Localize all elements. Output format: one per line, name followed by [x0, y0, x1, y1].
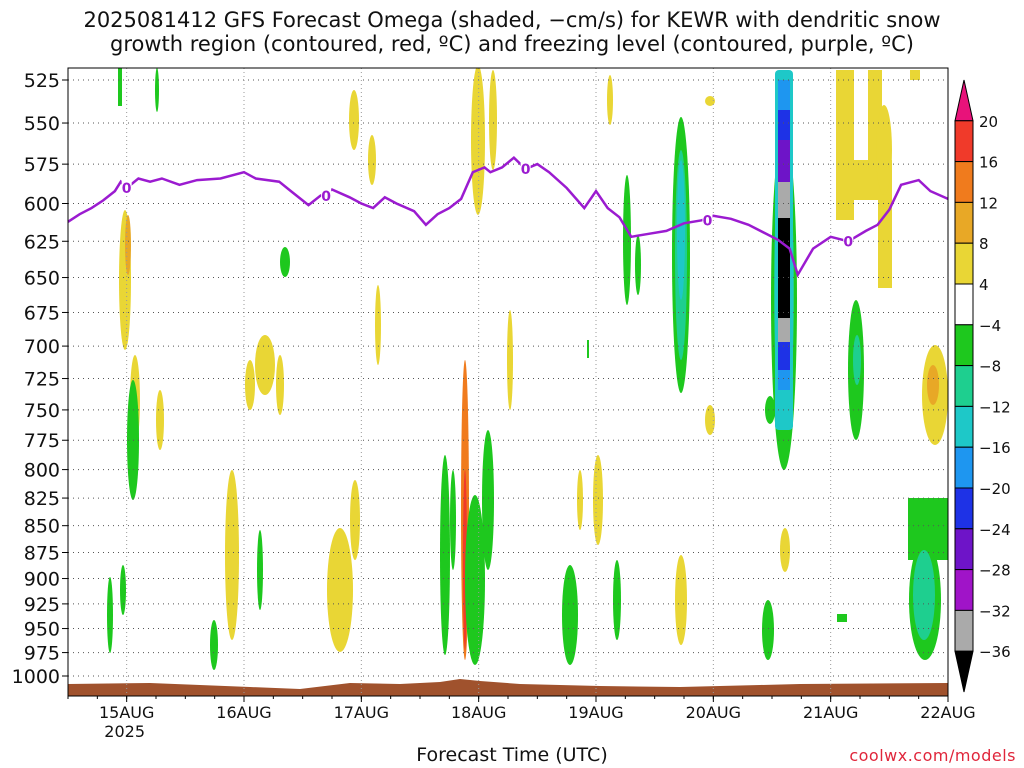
x-tick-label: 15AUG — [99, 703, 154, 722]
colorbar-segment — [954, 569, 974, 611]
freezing-level-label-bg — [843, 233, 854, 248]
freezing-level-label: 0 — [703, 213, 713, 229]
y-tick-label: 725 — [24, 369, 60, 391]
omega-strong-positive — [125, 215, 939, 660]
freezing-level-label-bg — [702, 212, 713, 227]
colorbar-segment — [954, 242, 974, 285]
colorbar-label: 20 — [979, 113, 998, 131]
x-tick-label: 20AUG — [686, 703, 741, 722]
y-tick-label: 1000 — [12, 666, 60, 688]
y-tick-label: 650 — [24, 268, 60, 290]
colorbar-segment — [954, 446, 974, 489]
x-tick-label: 16AUG — [216, 703, 271, 722]
colorbar-label: −20 — [979, 480, 1011, 498]
y-tick-label: 675 — [24, 302, 60, 324]
x-tick-sublabel: 2025 — [104, 722, 145, 741]
colorbar-label: −16 — [979, 439, 1011, 457]
x-tick-label: 19AUG — [568, 703, 623, 722]
y-tick-label: 875 — [24, 542, 60, 564]
y-axis: 525 550 575 600 625 650 675 700 725 750 775 800 825 8… — [12, 70, 68, 688]
colorbar-segment — [954, 609, 974, 652]
colorbar-segment — [954, 201, 974, 244]
y-tick-label: 800 — [24, 460, 60, 482]
colorbar-label: −4 — [979, 317, 1001, 335]
colorbar-label: 8 — [979, 235, 989, 253]
colorbar-label: −32 — [979, 602, 1011, 620]
omega-moderate-negative — [675, 150, 935, 640]
colorbar-label: −12 — [979, 398, 1011, 416]
omega-positive-regions — [119, 68, 948, 652]
colorbar-segment — [954, 283, 974, 326]
x-axis-label: Forecast Time (UTC) — [416, 744, 608, 766]
colorbar-segment — [954, 487, 974, 530]
colorbar-segment — [954, 528, 974, 571]
credit-link[interactable]: coolwx.com/models — [849, 746, 1016, 765]
y-tick-label: 775 — [24, 430, 60, 452]
y-tick-label: 550 — [24, 113, 60, 135]
x-tick-label: 22AUG — [920, 703, 975, 722]
freezing-level-contour: 0 0 0 0 0 — [67, 156, 949, 278]
colorbar-label: −8 — [979, 358, 1001, 376]
colorbar-label: −24 — [979, 521, 1011, 539]
colorbar-segment — [954, 161, 974, 203]
x-tick-label: 18AUG — [451, 703, 506, 722]
colorbar: 20 16 12 8 4 −4 −8 −12 −16 −20 −24 −28 −32 −36 — [954, 79, 1011, 693]
colorbar-label: −28 — [979, 562, 1011, 580]
colorbar-segment — [954, 365, 974, 407]
colorbar-segment — [954, 324, 974, 367]
y-tick-label: 750 — [24, 400, 60, 422]
freezing-level-label: 0 — [521, 162, 531, 178]
colorbar-segment — [954, 650, 974, 693]
colorbar-segment — [954, 79, 974, 122]
y-tick-label: 825 — [24, 488, 60, 510]
omega-shading — [68, 68, 948, 696]
y-tick-label: 625 — [24, 231, 60, 253]
colorbar-label: 12 — [979, 194, 998, 212]
y-tick-label: 950 — [24, 619, 60, 641]
y-tick-label: 975 — [24, 643, 60, 665]
freezing-level-label: 0 — [122, 181, 132, 197]
colorbar-segment — [954, 405, 974, 448]
y-tick-label: 925 — [24, 594, 60, 616]
y-tick-label: 525 — [24, 70, 60, 92]
freezing-level-label: 0 — [321, 189, 331, 205]
y-tick-label: 575 — [24, 154, 60, 176]
freezing-level-label-bg — [321, 187, 332, 202]
y-tick-label: 700 — [24, 336, 60, 358]
freezing-level-label-bg — [121, 179, 132, 194]
surface-terrain — [68, 679, 948, 696]
omega-strong-negative — [677, 70, 793, 430]
colorbar-label: −36 — [979, 643, 1011, 661]
colorbar-label: 4 — [979, 276, 989, 294]
x-tick-label: 17AUG — [334, 703, 389, 722]
freezing-level-label: 0 — [843, 234, 853, 250]
chart-title: 2025081412 GFS Forecast Omega (shaded, −… — [83, 8, 941, 56]
y-tick-label: 600 — [24, 194, 60, 216]
y-tick-label: 850 — [24, 516, 60, 538]
x-tick-label: 21AUG — [803, 703, 858, 722]
freezing-level-label-bg — [520, 160, 531, 175]
colorbar-segment — [954, 120, 974, 163]
colorbar-label: 16 — [979, 154, 998, 172]
y-tick-label: 900 — [24, 569, 60, 591]
